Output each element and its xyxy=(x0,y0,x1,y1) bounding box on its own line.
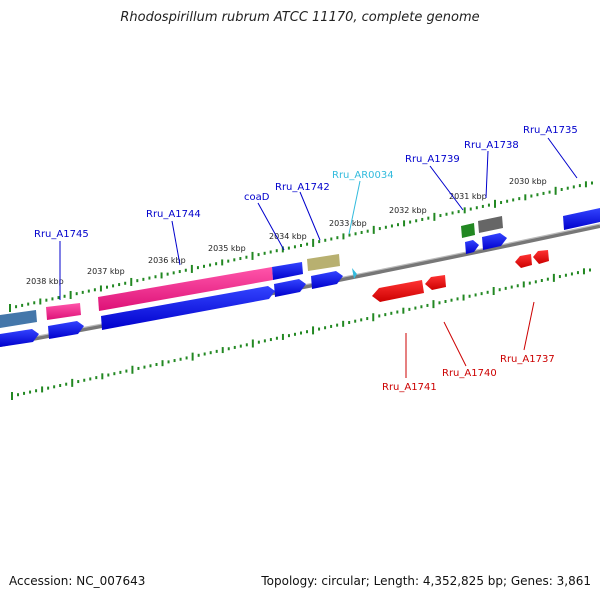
cds-arrow-reverse[interactable] xyxy=(372,280,424,302)
scale-label: 2034 kbp xyxy=(269,232,307,241)
cds-arrow[interactable] xyxy=(48,321,84,339)
feature-green-a1739[interactable] xyxy=(461,223,475,238)
feature-olive-a1742[interactable] xyxy=(307,254,340,271)
leader-line xyxy=(523,301,535,351)
gene-label[interactable]: coaD xyxy=(244,192,270,203)
scale-label: 2035 kbp xyxy=(208,244,246,253)
gene-label[interactable]: Rru_A1735 xyxy=(523,125,578,136)
cds-arrow[interactable] xyxy=(274,279,306,297)
leader-line xyxy=(299,191,321,241)
gene-label[interactable]: Rru_A1737 xyxy=(500,354,555,365)
scale-label: 2037 kbp xyxy=(87,267,125,276)
cds-arrow-reverse[interactable] xyxy=(515,254,532,268)
cds-arrow-reverse[interactable] xyxy=(533,250,549,264)
cds-arrow[interactable] xyxy=(0,329,39,347)
gene-label[interactable]: Rru_A1738 xyxy=(464,140,519,151)
leader-line xyxy=(485,150,489,199)
gene-label[interactable]: Rru_A1742 xyxy=(275,182,330,193)
outer-scale-ticks xyxy=(9,181,593,312)
cds-arrow-reverse[interactable] xyxy=(425,275,446,290)
scale-label: 2032 kbp xyxy=(389,206,427,215)
accession-text: Accession: NC_007643 xyxy=(9,574,146,588)
genome-summary-text: Topology: circular; Length: 4,352,825 bp… xyxy=(261,574,591,588)
cds-arrow[interactable] xyxy=(311,271,343,289)
leader-line xyxy=(171,220,181,266)
cds-arrow[interactable] xyxy=(101,286,275,330)
gene-label[interactable]: Rru_A1745 xyxy=(34,229,89,240)
feature-gray-a1738[interactable] xyxy=(478,216,503,233)
scale-label: 2038 kbp xyxy=(26,277,64,286)
scale-label: 2033 kbp xyxy=(329,219,367,228)
gene-label[interactable]: Rru_A1740 xyxy=(442,368,497,379)
feature-pink-a1745[interactable] xyxy=(46,303,81,320)
map-title: Rhodospirillum rubrum ATCC 11170, comple… xyxy=(120,10,480,25)
gene-label[interactable]: Rru_A1741 xyxy=(382,382,437,393)
leader-line xyxy=(443,321,467,367)
gene-label[interactable]: Rru_AR0034 xyxy=(332,170,394,181)
trna-arrow[interactable] xyxy=(352,268,357,279)
leader-line xyxy=(257,202,285,251)
scale-label: 2030 kbp xyxy=(509,177,547,186)
cds-arrow[interactable] xyxy=(465,240,479,254)
feature-pink-a1744[interactable] xyxy=(98,267,273,311)
leader-line xyxy=(429,165,464,211)
leader-line xyxy=(547,137,578,179)
feature-steel[interactable] xyxy=(0,310,37,328)
feature-blue-coad[interactable] xyxy=(272,262,303,280)
gene-label[interactable]: Rru_A1739 xyxy=(405,154,460,165)
leader-line xyxy=(348,180,361,235)
inner-scale-ticks xyxy=(11,268,591,400)
scale-label: 2031 kbp xyxy=(449,192,487,201)
cds-arrow[interactable] xyxy=(482,233,507,250)
scale-label: 2036 kbp xyxy=(148,256,186,265)
feature-blue-a1735[interactable] xyxy=(563,208,600,230)
gene-label[interactable]: Rru_A1744 xyxy=(146,209,201,220)
